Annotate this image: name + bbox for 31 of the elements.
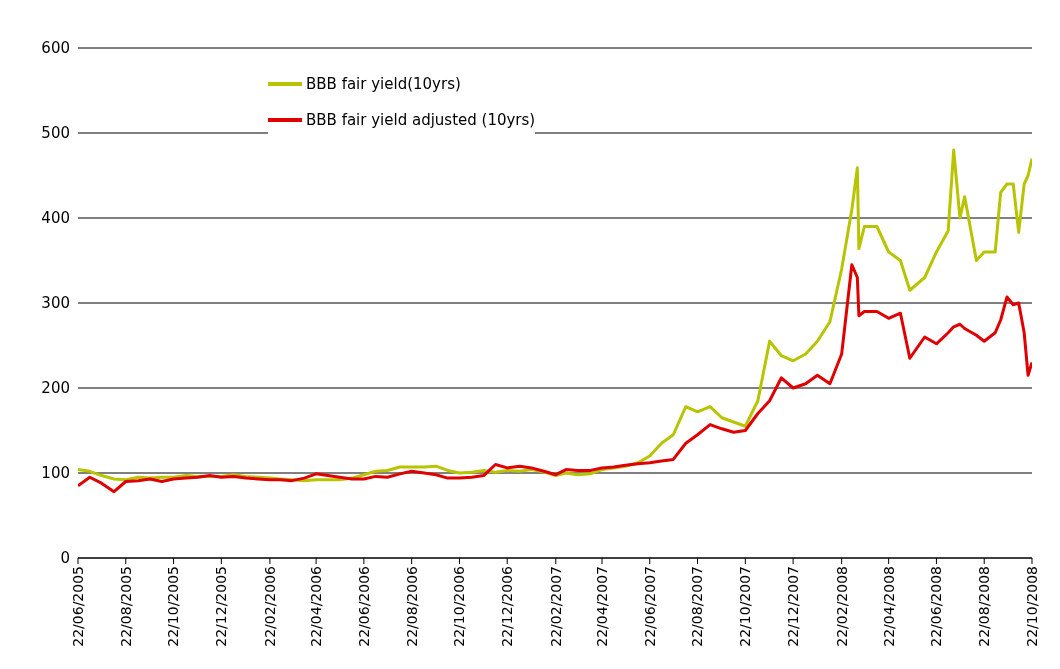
x-tick-label: 22/08/2005 bbox=[117, 566, 134, 647]
x-tick-label: 22/10/2007 bbox=[737, 566, 754, 647]
x-tick-label: 22/02/2007 bbox=[547, 566, 564, 647]
x-tick-label: 22/06/2005 bbox=[69, 566, 86, 647]
y-tick-label: 0 bbox=[60, 549, 70, 568]
x-tick-label: 22/06/2006 bbox=[355, 565, 372, 647]
x-tick-label: 22/02/2006 bbox=[261, 565, 278, 647]
x-tick-label: 22/08/2008 bbox=[976, 566, 993, 647]
y-tick-label: 200 bbox=[41, 379, 70, 398]
x-tick-label: 22/06/2007 bbox=[641, 566, 658, 647]
legend-label: BBB fair yield(10yrs) bbox=[306, 75, 461, 93]
x-tick-label: 22/12/2005 bbox=[213, 566, 230, 647]
x-tick-label: 22/10/2008 bbox=[1023, 566, 1040, 647]
line-series bbox=[78, 263, 1032, 494]
x-tick-label: 22/12/2007 bbox=[785, 566, 802, 647]
x-tick-label: 22/04/2007 bbox=[593, 566, 610, 647]
x-tick-label: 22/08/2007 bbox=[689, 566, 706, 647]
y-tick-label: 300 bbox=[41, 294, 70, 313]
x-tick-label: 22/10/2006 bbox=[451, 565, 468, 647]
x-tick-label: 22/06/2008 bbox=[928, 566, 945, 647]
x-tick-label: 22/04/2006 bbox=[308, 565, 325, 647]
x-tick-label: 22/12/2006 bbox=[499, 565, 516, 647]
x-tick-label: 22/04/2008 bbox=[880, 566, 897, 647]
x-tick-label: 22/02/2008 bbox=[833, 566, 850, 647]
x-tick-label: 22/08/2006 bbox=[403, 565, 420, 647]
x-tick-label: 22/10/2005 bbox=[165, 566, 182, 647]
y-tick-label: 600 bbox=[41, 39, 70, 58]
legend-label: BBB fair yield adjusted (10yrs) bbox=[306, 111, 536, 129]
y-tick-label: 500 bbox=[41, 124, 70, 143]
y-tick-label: 400 bbox=[41, 209, 70, 228]
y-tick-label: 100 bbox=[41, 464, 70, 483]
